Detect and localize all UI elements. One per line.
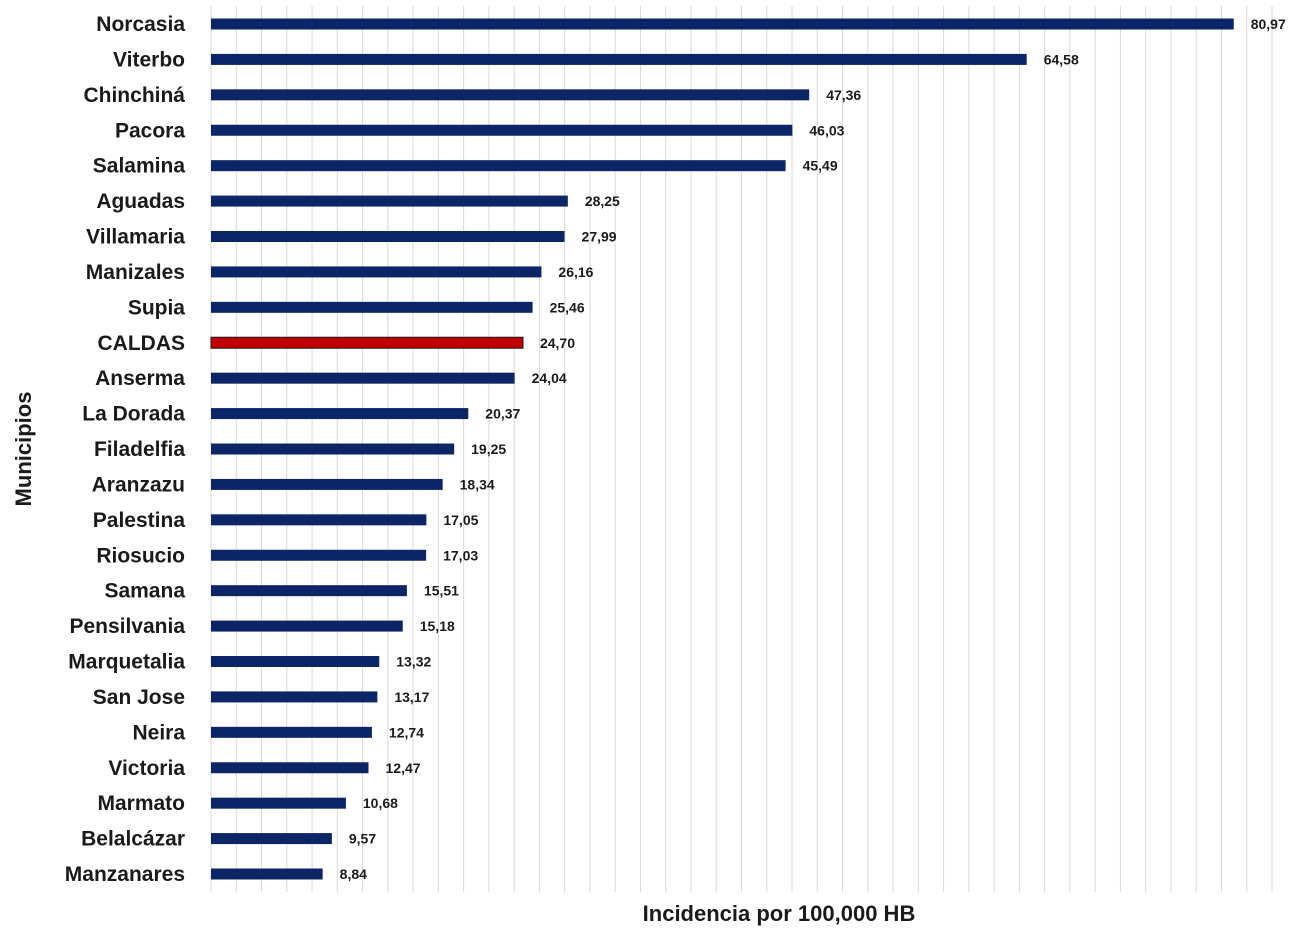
category-label: San Jose [93, 686, 185, 709]
category-label: Manizales [86, 261, 185, 284]
category-label: Belalcázar [81, 828, 185, 851]
category-label: CALDAS [98, 332, 186, 355]
data-label: 19,25 [471, 441, 506, 457]
data-label: 13,17 [394, 689, 429, 705]
category-label: Marmato [97, 792, 185, 815]
category-label: La Dorada [82, 403, 185, 426]
bar [211, 726, 372, 738]
bar [211, 514, 427, 526]
bar [211, 89, 810, 101]
data-label: 12,47 [386, 760, 421, 776]
gridlines [210, 6, 1273, 892]
bar [211, 160, 786, 172]
category-label: Norcasia [96, 13, 185, 36]
data-label: 24,04 [532, 370, 567, 386]
bar [211, 868, 323, 880]
y-axis-title: Municipios [11, 392, 36, 507]
bar [211, 372, 515, 384]
data-label: 27,99 [582, 229, 617, 245]
category-label: Neira [132, 721, 185, 744]
bar [211, 833, 332, 845]
data-label: 24,70 [540, 335, 575, 351]
data-label: 18,34 [460, 476, 495, 492]
data-label: 9,57 [349, 831, 376, 847]
bar [211, 797, 346, 809]
data-label: 13,32 [396, 654, 431, 670]
bar [211, 266, 542, 278]
category-label: Riosucio [96, 544, 185, 567]
bar [211, 231, 565, 242]
category-label: Villamaria [86, 226, 185, 249]
labels: Norcasia 80,97 Viterbo 64,58 Chinchiná 47,36 P… [65, 13, 1286, 886]
bar [211, 195, 568, 207]
category-label: Aguadas [96, 190, 185, 213]
category-label: Anserma [95, 367, 185, 390]
category-label: Supia [128, 296, 185, 319]
category-label: Salamina [93, 155, 186, 178]
category-label: Aranzazu [92, 473, 185, 496]
data-label: 26,16 [558, 264, 593, 280]
bars [210, 18, 1234, 880]
data-label: 46,03 [809, 122, 844, 138]
data-label: 20,37 [485, 406, 520, 422]
data-label: 15,51 [424, 583, 459, 599]
data-label: 64,58 [1044, 51, 1079, 67]
x-axis-title: Incidencia por 100,000 HB [643, 901, 916, 926]
bar [211, 478, 443, 490]
bar [211, 585, 407, 597]
data-label: 47,36 [826, 87, 861, 103]
category-label: Chinchiná [83, 84, 185, 107]
category-label: Pensilvania [69, 615, 185, 638]
bar [211, 408, 469, 420]
data-label: 10,68 [363, 795, 398, 811]
bar [211, 656, 380, 667]
category-label: Samana [104, 580, 185, 603]
data-label: 28,25 [585, 193, 620, 209]
category-label: Filadelfia [94, 438, 185, 461]
data-label: 8,84 [340, 866, 367, 882]
category-label: Viterbo [113, 48, 185, 71]
bar [211, 762, 369, 774]
category-label: Manzanares [65, 863, 185, 886]
data-label: 15,18 [420, 618, 455, 634]
data-label: 12,74 [389, 724, 424, 740]
bar [211, 124, 793, 136]
data-label: 17,05 [443, 512, 478, 528]
category-label: Marquetalia [68, 651, 185, 674]
data-label: 80,97 [1251, 16, 1286, 32]
data-label: 25,46 [550, 299, 585, 315]
data-label: 45,49 [803, 158, 838, 174]
bar [211, 18, 1234, 30]
bar [211, 53, 1027, 65]
bar [211, 301, 533, 313]
bar [210, 336, 524, 349]
category-label: Victoria [108, 757, 185, 780]
bar [211, 691, 378, 703]
category-label: Pacora [115, 119, 185, 142]
bar [211, 549, 427, 561]
bar [211, 620, 403, 632]
bar [211, 443, 455, 455]
category-label: Palestina [93, 509, 186, 532]
data-label: 17,03 [443, 547, 478, 563]
